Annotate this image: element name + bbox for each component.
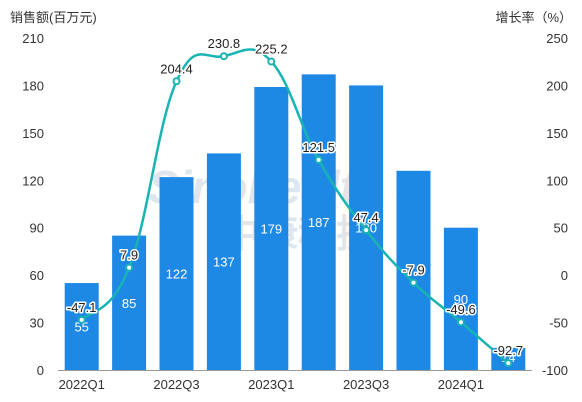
x-tick-label: 2022Q1 xyxy=(59,377,105,392)
bar-value-label: 187 xyxy=(308,215,330,230)
left-tick-label: 150 xyxy=(22,126,44,141)
watermark-subtext: 中康科技 xyxy=(222,212,374,256)
bar-value-labels: 55851221371791871809014 xyxy=(74,215,515,365)
bar-2022Q4 xyxy=(206,153,241,370)
growth-value-label: 230.8 xyxy=(208,36,241,51)
left-tick-label: 210 xyxy=(22,31,44,46)
growth-point-2022Q4 xyxy=(219,52,228,61)
growth-point-2022Q2 xyxy=(125,263,134,272)
bar-value-label: 137 xyxy=(213,255,235,270)
left-tick-label: 120 xyxy=(22,173,44,188)
right-tick-label: -100 xyxy=(542,363,568,378)
growth-value-labels: -47.1 7.9 204.4 230.8 225.2 121.5 47.4 -7.9 -49.… xyxy=(65,35,524,360)
bar-value-label: 179 xyxy=(260,222,282,237)
growth-point-2023Q3 xyxy=(362,226,371,235)
x-axis-ticks: 2022Q1 2022Q3 2023Q1 2023Q3 2024Q1 xyxy=(59,377,484,392)
right-tick-label: 50 xyxy=(554,221,568,236)
growth-point-2022Q1 xyxy=(77,315,86,324)
growth-point-2023Q2 xyxy=(314,155,323,164)
left-tick-label: 90 xyxy=(30,221,44,236)
left-axis-ticks: 0 30 60 90 120 150 180 210 xyxy=(22,31,44,378)
right-tick-label: 100 xyxy=(546,173,568,188)
growth-point-2023Q1 xyxy=(267,57,276,66)
bar-2024Q1 xyxy=(443,227,478,370)
right-tick-label: 200 xyxy=(546,78,568,93)
right-tick-label: -50 xyxy=(549,316,568,331)
bar-2022Q3 xyxy=(159,177,194,370)
right-tick-label: 150 xyxy=(546,126,568,141)
growth-point-2024Q2 xyxy=(504,359,513,368)
growth-value-label: 7.9 xyxy=(120,248,138,263)
bar-value-label: 85 xyxy=(122,296,136,311)
left-tick-label: 180 xyxy=(22,78,44,93)
left-tick-label: 0 xyxy=(37,363,44,378)
bar-2022Q2 xyxy=(112,235,147,370)
growth-value-label: 121.5 xyxy=(302,140,335,155)
growth-point-2023Q4 xyxy=(409,278,418,287)
bar-value-label: 122 xyxy=(166,267,188,282)
growth-line-series xyxy=(77,48,513,368)
growth-value-label: -49.6 xyxy=(446,302,476,317)
growth-point-2022Q3 xyxy=(172,77,181,86)
bar-value-label: 55 xyxy=(74,320,88,335)
left-axis-title: 销售额(百万元) xyxy=(10,10,97,25)
growth-value-label: 225.2 xyxy=(255,42,288,57)
growth-value-label: -92.7 xyxy=(493,343,523,358)
right-axis-title: 增长率（%） xyxy=(495,10,572,25)
bar-2023Q1 xyxy=(254,87,289,370)
right-tick-label: 250 xyxy=(546,31,568,46)
bar-2022Q1 xyxy=(64,283,99,370)
growth-value-label: -47.1 xyxy=(67,300,97,315)
growth-line xyxy=(80,48,510,365)
x-tick-label: 2022Q3 xyxy=(153,377,199,392)
bar-2023Q2 xyxy=(301,74,336,370)
growth-value-label: -7.9 xyxy=(402,263,424,278)
x-tick-label: 2023Q3 xyxy=(343,377,389,392)
x-tick-label: 2024Q1 xyxy=(438,377,484,392)
bar-2024Q2 xyxy=(491,347,526,370)
growth-point-2024Q1 xyxy=(456,318,465,327)
bar-value-label: 90 xyxy=(454,292,468,307)
growth-value-label: 204.4 xyxy=(160,61,193,76)
growth-value-label: 47.4 xyxy=(353,210,378,225)
left-tick-label: 60 xyxy=(30,268,44,283)
right-tick-label: 0 xyxy=(561,268,568,283)
left-tick-label: 30 xyxy=(30,316,44,331)
x-tick-label: 2023Q1 xyxy=(248,377,294,392)
right-axis-ticks: -100 -50 0 50 100 150 200 250 xyxy=(542,31,568,378)
